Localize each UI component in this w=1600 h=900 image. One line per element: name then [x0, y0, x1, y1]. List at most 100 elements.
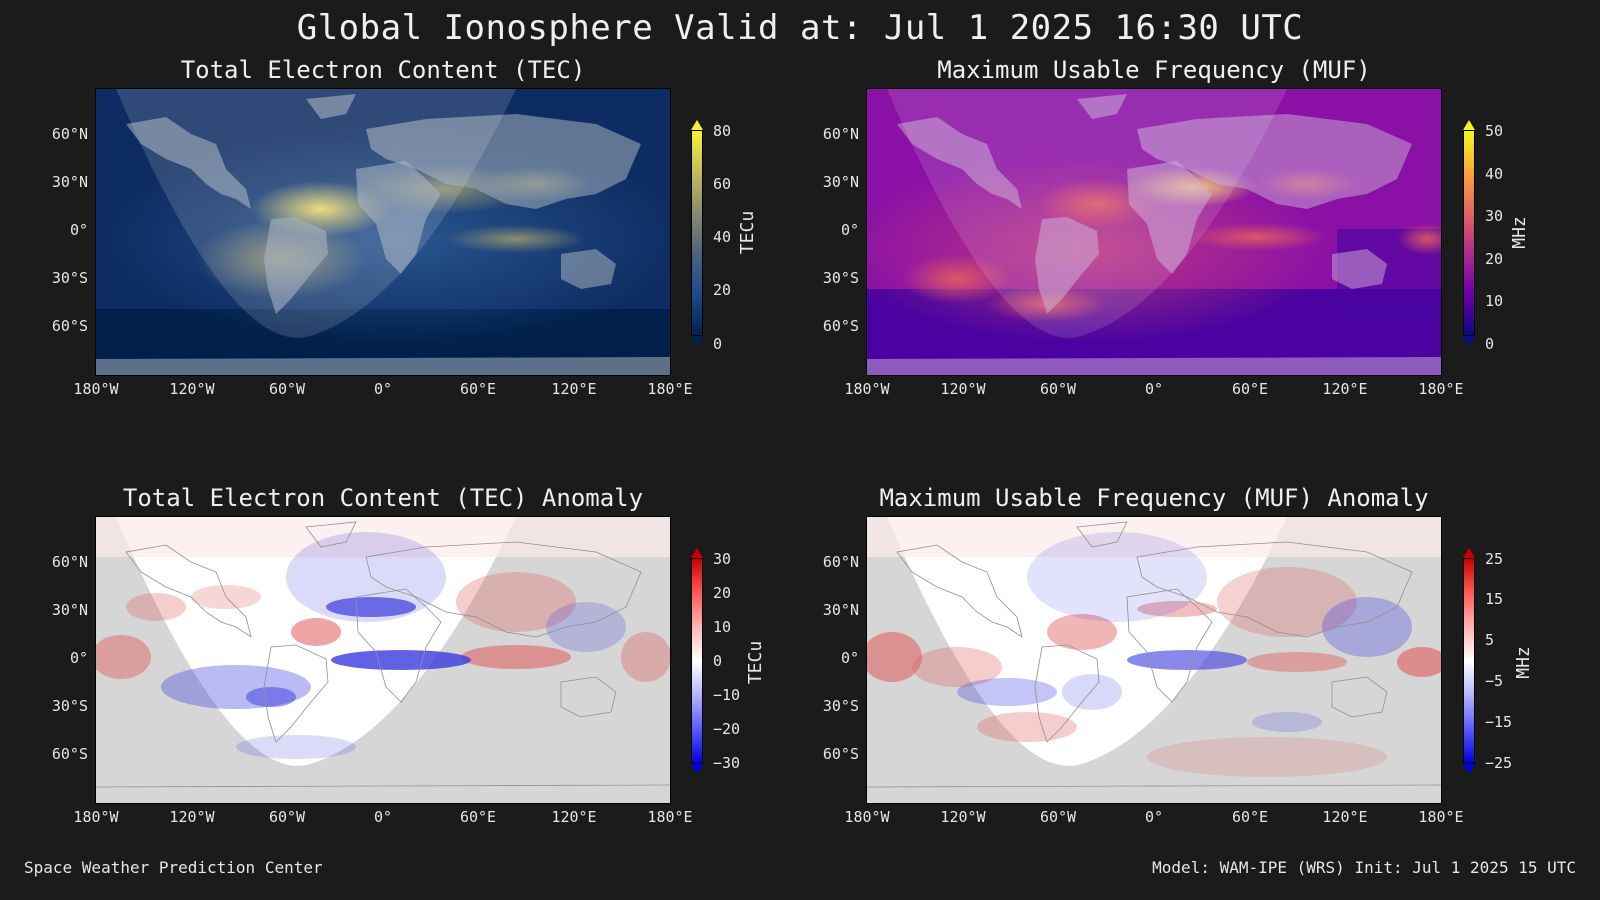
lat-label: 30°S — [51, 697, 88, 715]
tec-crest-indian — [446, 225, 586, 253]
muf-warm-southpac — [902, 254, 1012, 304]
tec-anomaly-colorbar — [691, 548, 703, 774]
tec-anomaly-cb-tick: −30 — [713, 754, 741, 772]
muf-panel-title: Maximum Usable Frequency (MUF) — [937, 56, 1371, 84]
tec-anomaly-colorbar-unit: TECu — [745, 640, 767, 685]
lon-label: 60°E — [459, 380, 497, 398]
main-title: Global Ionosphere Valid at: Jul 1 2025 1… — [296, 8, 1304, 48]
lon-label: 0° — [373, 808, 393, 826]
lat-label: 30°S — [822, 697, 859, 715]
muf-cb-tick: 30 — [1485, 207, 1504, 225]
lon-label: 60°E — [1231, 380, 1269, 398]
tec-anomaly-map[interactable] — [95, 516, 671, 804]
lon-label: 0° — [1144, 380, 1164, 398]
tec-colorbar — [691, 120, 703, 346]
lat-label: 60°N — [51, 125, 88, 143]
lat-label: 60°N — [822, 125, 859, 143]
muf-cb-tick: 40 — [1485, 165, 1504, 183]
footer-model-info: Model: WAM-IPE (WRS) Init: Jul 1 2025 15… — [1152, 858, 1576, 877]
tec-anomaly-cb-tick: −20 — [713, 720, 741, 738]
tec-panel-title: Total Electron Content (TEC) — [180, 56, 586, 84]
muf-anomaly-cb-tick: 15 — [1485, 590, 1504, 608]
lon-label: 180°W — [73, 380, 119, 398]
lon-label: 120°W — [169, 380, 215, 398]
muf-anomaly-negative-regions — [957, 532, 1412, 732]
tec-anomaly-coastlines — [96, 521, 670, 788]
lon-label: 180°E — [1418, 380, 1464, 398]
lon-label: 120°E — [551, 380, 597, 398]
muf-colorbar — [1463, 120, 1475, 346]
lon-label: 120°E — [1322, 380, 1368, 398]
lat-label: 60°S — [822, 745, 859, 763]
lon-label: 0° — [373, 380, 393, 398]
muf-night-terminator — [887, 89, 1287, 338]
muf-anomaly-coastlines — [867, 521, 1441, 788]
tec-map[interactable] — [95, 88, 671, 376]
muf-anomaly-night-shade — [867, 517, 1441, 803]
tec-anomaly-cb-tick: −10 — [713, 686, 741, 704]
tec-anomaly-night-shade — [96, 517, 670, 803]
tec-cb-tick: 60 — [713, 175, 732, 193]
lat-label: 30°S — [51, 269, 88, 287]
lon-label: 120°E — [551, 808, 597, 826]
muf-anomaly-cb-tick: −25 — [1485, 754, 1513, 772]
tec-anomaly-positive-regions — [96, 572, 670, 682]
muf-cb-tick: 0 — [1485, 335, 1495, 353]
tec-landmasses — [96, 94, 670, 375]
tec-cb-tick: 20 — [713, 281, 732, 299]
muf-warm-indian — [1187, 223, 1327, 251]
tec-colorbar-unit: TECu — [737, 210, 759, 255]
footer-credit: Space Weather Prediction Center — [24, 858, 323, 877]
muf-cb-tick: 20 — [1485, 250, 1504, 268]
lat-label: 60°S — [51, 745, 88, 763]
lon-label: 180°E — [647, 808, 693, 826]
lat-label: 60°S — [51, 317, 88, 335]
lon-label: 60°W — [268, 808, 306, 826]
lon-label: 180°W — [844, 808, 890, 826]
muf-anomaly-map[interactable] — [866, 516, 1442, 804]
tec-anomaly-cb-tick: 10 — [713, 618, 732, 636]
muf-landmasses — [867, 94, 1441, 375]
lat-label: 60°N — [51, 553, 88, 571]
muf-warm-pacific-east — [1397, 223, 1441, 255]
lat-label: 30°N — [51, 601, 88, 619]
tec-anomaly-negative-regions — [161, 532, 626, 759]
muf-anomaly-panel-title: Maximum Usable Frequency (MUF) Anomaly — [879, 484, 1429, 512]
lat-label: 60°N — [822, 553, 859, 571]
lat-label: 30°N — [822, 601, 859, 619]
lon-label: 0° — [1144, 808, 1164, 826]
lat-label: 0° — [840, 221, 859, 239]
tec-anomaly-cb-tick: 0 — [713, 652, 723, 670]
lat-label: 30°N — [51, 173, 88, 191]
lat-label: 0° — [69, 221, 88, 239]
lon-label: 180°W — [844, 380, 890, 398]
lon-label: 120°E — [1322, 808, 1368, 826]
lat-label: 60°S — [822, 317, 859, 335]
muf-anomaly-cb-tick: 25 — [1485, 550, 1504, 568]
tec-cb-tick: 80 — [713, 122, 732, 140]
lat-label: 30°S — [822, 269, 859, 287]
tec-night-terminator — [116, 89, 516, 338]
lat-label: 0° — [69, 649, 88, 667]
tec-anomaly-cb-tick: 30 — [713, 550, 732, 568]
lon-label: 60°W — [1039, 808, 1077, 826]
lon-label: 120°W — [940, 380, 986, 398]
muf-anomaly-cb-tick: 5 — [1485, 631, 1495, 649]
lon-label: 120°W — [169, 808, 215, 826]
muf-anomaly-cb-tick: −15 — [1485, 713, 1513, 731]
lon-label: 60°W — [268, 380, 306, 398]
lon-label: 180°E — [1418, 808, 1464, 826]
lon-label: 60°W — [1039, 380, 1077, 398]
lon-label: 60°E — [1231, 808, 1269, 826]
muf-map[interactable] — [866, 88, 1442, 376]
muf-colorbar-unit: MHz — [1508, 216, 1530, 249]
muf-cb-tick: 50 — [1485, 122, 1504, 140]
lon-label: 60°E — [459, 808, 497, 826]
muf-anomaly-colorbar — [1463, 548, 1475, 774]
lon-label: 180°W — [73, 808, 119, 826]
lat-label: 30°N — [822, 173, 859, 191]
tec-anomaly-panel-title: Total Electron Content (TEC) Anomaly — [122, 484, 644, 512]
tec-cb-tick: 0 — [713, 335, 723, 353]
lon-label: 120°W — [940, 808, 986, 826]
muf-anomaly-cb-tick: −5 — [1485, 672, 1504, 690]
